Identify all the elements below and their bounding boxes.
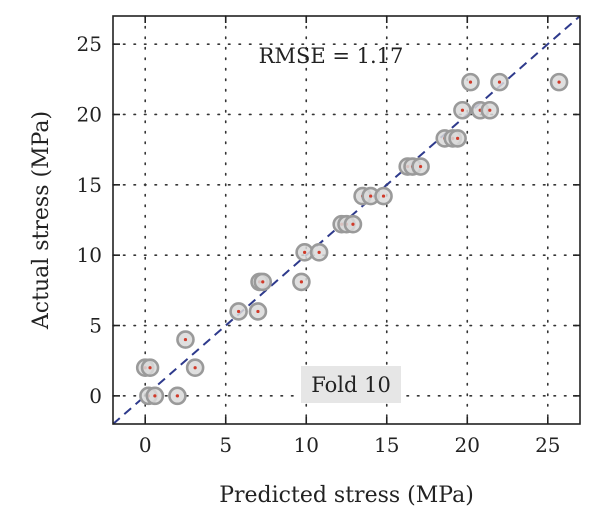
data-point [140,358,160,378]
data-point [343,214,363,234]
point-center [299,280,304,284]
point-center [497,80,502,84]
y-tick-label: 0 [89,384,102,408]
data-point [309,243,329,262]
point-center [303,250,307,254]
point-center [381,194,386,198]
data-point [448,129,467,148]
y-tick-label: 20 [77,102,102,126]
data-point [480,100,500,120]
y-axis-label: Actual stress (MPa) [29,111,54,330]
data-point [549,72,569,92]
y-tick-label: 10 [77,243,102,267]
x-axis-label: Predicted stress (MPa) [219,483,474,508]
point-center [261,280,265,284]
point-center [317,250,321,254]
point-center [153,394,157,398]
x-tick-label: 10 [294,433,319,457]
data-point [490,72,509,92]
point-center [468,80,473,84]
x-tick-label: 15 [374,433,399,457]
y-tick-label: 5 [89,314,102,338]
data-point [248,302,268,321]
point-center [351,222,355,226]
data-point [292,272,311,292]
point-center [456,136,460,140]
point-center [557,80,561,84]
point-center [460,108,465,112]
fold-label: Fold 10 [311,373,391,397]
data-point [453,100,472,120]
fold-label-background [301,366,401,403]
axis-ticks: 0 5 10 15 20 25 0 5 10 15 20 25 [77,16,580,457]
plot-frame [112,15,581,425]
rmse-annotation: RMSE = 1.17 [259,44,404,68]
point-center [193,366,197,370]
x-tick-label: 0 [139,433,152,457]
x-tick-label: 5 [219,433,232,457]
data-point [185,358,205,378]
data-point [461,72,480,92]
grid-lines [112,15,581,425]
data-point [145,386,165,406]
x-tick-label: 25 [535,433,560,457]
point-center [488,108,492,112]
y-tick-label: 25 [77,32,102,56]
data-point [168,386,187,406]
data-point [253,272,273,292]
point-center [237,309,241,314]
x-tick-label: 20 [455,433,480,457]
point-center [175,394,180,398]
point-center [148,366,152,370]
data-point [229,302,248,321]
point-center [418,164,423,169]
y-tick-label: 15 [77,173,102,197]
point-center [256,309,260,314]
point-center [369,194,373,198]
data-point [374,186,393,206]
data-point [411,157,430,176]
data-points [135,72,569,406]
point-center [183,337,188,342]
data-point [176,330,195,349]
